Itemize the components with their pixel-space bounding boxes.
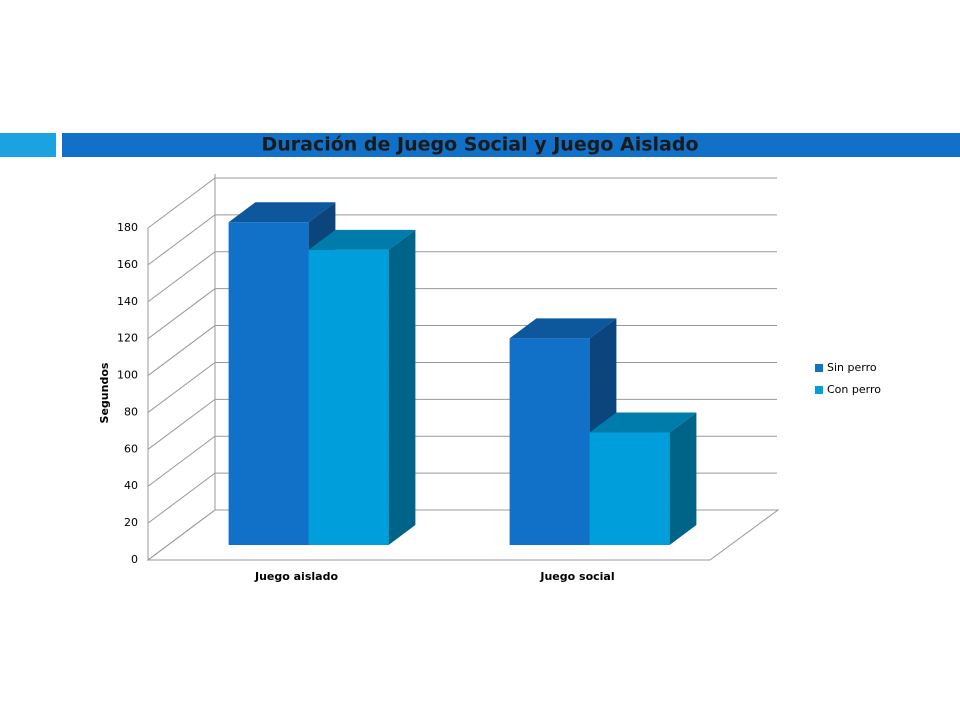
y-tick-label: 20: [124, 516, 138, 529]
legend-label: Sin perro: [827, 361, 877, 374]
y-tick-label: 60: [124, 442, 138, 455]
grid-line: [147, 214, 777, 266]
y-tick-label: 120: [117, 332, 138, 345]
bar-top: [228, 202, 336, 223]
bar-top: [509, 318, 617, 339]
x-tick-label: Juego aislado: [254, 570, 338, 583]
header-band: [62, 133, 960, 157]
bar-top: [589, 412, 697, 433]
bar: [308, 249, 389, 545]
bar-side: [669, 412, 697, 545]
chart-title: Duración de Juego Social y Juego Aislado: [261, 134, 698, 156]
legend-label: Con perro: [827, 383, 881, 396]
bar: [589, 432, 670, 545]
bars: [228, 202, 697, 545]
y-tick-label: 140: [117, 295, 138, 308]
bar: [509, 338, 590, 545]
grid-line: [147, 177, 777, 229]
y-tick-label: 80: [124, 405, 138, 418]
bar-side: [388, 229, 416, 545]
y-tick-label: 0: [131, 553, 138, 566]
y-tick-label: 40: [124, 479, 138, 492]
legend-swatch: [815, 386, 823, 394]
y-axis-label: Segundos: [98, 362, 111, 423]
bar-top: [308, 229, 416, 250]
legend-swatch: [815, 364, 823, 372]
bar: [228, 222, 309, 545]
y-tick-label: 100: [117, 369, 138, 382]
y-tick-label: 180: [117, 221, 138, 234]
x-tick-label: Juego social: [539, 570, 614, 583]
header-accent: [0, 133, 56, 157]
y-tick-label: 160: [117, 258, 138, 271]
grid-line: [147, 288, 777, 340]
grid-line: [147, 251, 777, 303]
